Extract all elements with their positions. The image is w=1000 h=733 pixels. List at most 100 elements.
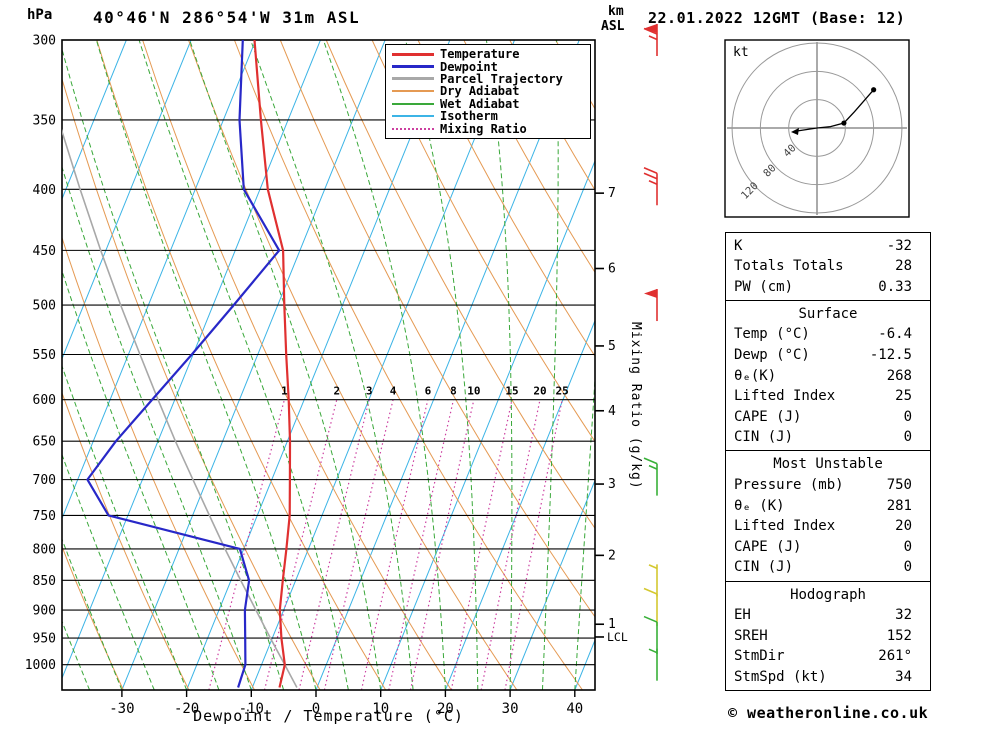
mixing-ratio-value-label: 4 [390, 385, 397, 398]
indices-group-header: Most Unstable [773, 456, 883, 473]
storm-motion-arrow [796, 127, 818, 132]
pressure-tick-label: 650 [33, 435, 56, 450]
temp-tick-label: 0 [312, 701, 320, 717]
index-row: CIN (J) 0 [734, 557, 922, 578]
km-tick-label: 6 [608, 262, 616, 277]
legend-item: Parcel Trajectory [390, 71, 586, 86]
parcel-trajectory-curve [62, 128, 298, 688]
legend-line-sample [392, 127, 434, 130]
temp-tick-label: -30 [109, 701, 134, 717]
index-value: 261° [878, 648, 912, 665]
station-title: 40°46'N 286°54'W 31m ASL [93, 8, 361, 27]
index-row: K -32 [734, 236, 922, 257]
chart-legend: Temperature Dewpoint Parcel Trajectory Dry … [385, 44, 591, 139]
indices-group: Most Unstable Pressure (mb) 750 θₑ (K) 281 Li… [725, 450, 931, 582]
pressure-tick-label: 950 [33, 632, 56, 647]
index-value: 0 [903, 538, 912, 555]
km-tick-label: 5 [608, 339, 616, 354]
temp-tick-label: -10 [239, 701, 264, 717]
legend-label: Parcel Trajectory [440, 71, 563, 86]
pressure-tick-label: 300 [33, 34, 56, 49]
legend-item: Mixing Ratio [390, 121, 586, 136]
index-row: EH 32 [734, 605, 922, 626]
pressure-axis-unit: hPa [27, 7, 53, 23]
dewpoint-curve [86, 40, 281, 688]
index-value: -32 [886, 237, 912, 254]
index-value: 0 [903, 408, 912, 425]
index-row: Pressure (mb) 750 [734, 475, 922, 496]
temp-tick-label: 10 [372, 701, 389, 717]
mixing-ratio-value-label: 8 [450, 385, 457, 398]
altitude-axis-unit: km ASL [601, 4, 624, 34]
indices-panel: K -32 Totals Totals 28 PW (cm) 0.33 Surface Tem… [725, 231, 931, 692]
index-value: -12.5 [869, 346, 912, 363]
wind-barb [648, 648, 658, 681]
index-value: 0 [903, 429, 912, 446]
index-row: CAPE (J) 0 [734, 537, 922, 558]
wind-barb [648, 564, 658, 597]
index-value: 32 [895, 607, 912, 624]
index-label: θₑ (K) [734, 497, 785, 514]
temp-tick-label: 20 [437, 701, 454, 717]
pressure-tick-label: 800 [33, 542, 56, 557]
mixing-ratio-value-label: 10 [467, 385, 480, 398]
index-value: 34 [895, 668, 912, 685]
altitude-axis-unit-km: km [608, 4, 624, 19]
pressure-tick-label: 350 [33, 113, 56, 128]
index-label: CIN (J) [734, 559, 794, 576]
index-label: θₑ(K) [734, 367, 777, 384]
index-row: SREH 152 [734, 626, 922, 647]
index-label: Temp (°C) [734, 326, 810, 343]
index-value: 20 [895, 518, 912, 535]
index-label: CAPE (J) [734, 538, 802, 555]
index-row: PW (cm) 0.33 [734, 277, 922, 298]
indices-group-header: Surface [798, 305, 858, 322]
wind-barb [643, 167, 658, 206]
temp-tick-label: 40 [566, 701, 583, 717]
legend-item: Wet Adiabat [390, 96, 586, 111]
index-row: StmDir 261° [734, 646, 922, 667]
pressure-tick-label: 700 [33, 473, 56, 488]
index-row: Lifted Index 25 [734, 386, 922, 407]
copyright: © weatheronline.co.uk [728, 704, 929, 722]
index-label: EH [734, 607, 751, 624]
legend-line-sample [392, 115, 434, 118]
index-label: Pressure (mb) [734, 477, 844, 494]
indices-group: Hodograph EH 32 SREH 152 StmDir 261° StmSpd (kt… [725, 580, 931, 692]
mixing-ratio-value-label: 3 [366, 385, 373, 398]
wind-barb [643, 24, 658, 56]
index-value: 281 [886, 497, 912, 514]
km-tick-label: 4 [608, 404, 616, 419]
index-value: 0.33 [878, 278, 912, 295]
index-value: 25 [895, 388, 912, 405]
index-value: -6.4 [878, 326, 912, 343]
pressure-tick-label: 1000 [25, 658, 56, 673]
mixing-ratio-value-label: 6 [425, 385, 432, 398]
mixing-ratio-value-label: 20 [533, 385, 546, 398]
legend-line-sample [392, 102, 434, 105]
index-label: CIN (J) [734, 429, 794, 446]
index-label: PW (cm) [734, 278, 794, 295]
index-label: StmDir [734, 648, 785, 665]
index-label: Lifted Index [734, 388, 836, 405]
index-row: CIN (J) 0 [734, 427, 922, 448]
km-tick-label: 3 [608, 477, 616, 492]
pressure-tick-label: 750 [33, 509, 56, 524]
wind-barb [643, 615, 658, 655]
index-label: Totals Totals [734, 258, 844, 275]
index-row: θₑ (K) 281 [734, 496, 922, 517]
index-row: θₑ(K) 268 [734, 366, 922, 387]
altitude-axis-unit-asl: ASL [601, 19, 625, 34]
legend-label: Wet Adiabat [440, 96, 520, 111]
index-row: CAPE (J) 0 [734, 407, 922, 428]
index-row: Lifted Index 20 [734, 516, 922, 537]
indices-group: Surface Temp (°C) -6.4 Dewp (°C) -12.5 θₑ(K) 2… [725, 299, 931, 452]
mixing-ratio-value-label: 1 [281, 385, 288, 398]
index-row: Dewp (°C) -12.5 [734, 345, 922, 366]
legend-label: Mixing Ratio [440, 121, 527, 136]
wind-barb [644, 289, 658, 322]
legend-label: Isotherm [440, 109, 498, 124]
